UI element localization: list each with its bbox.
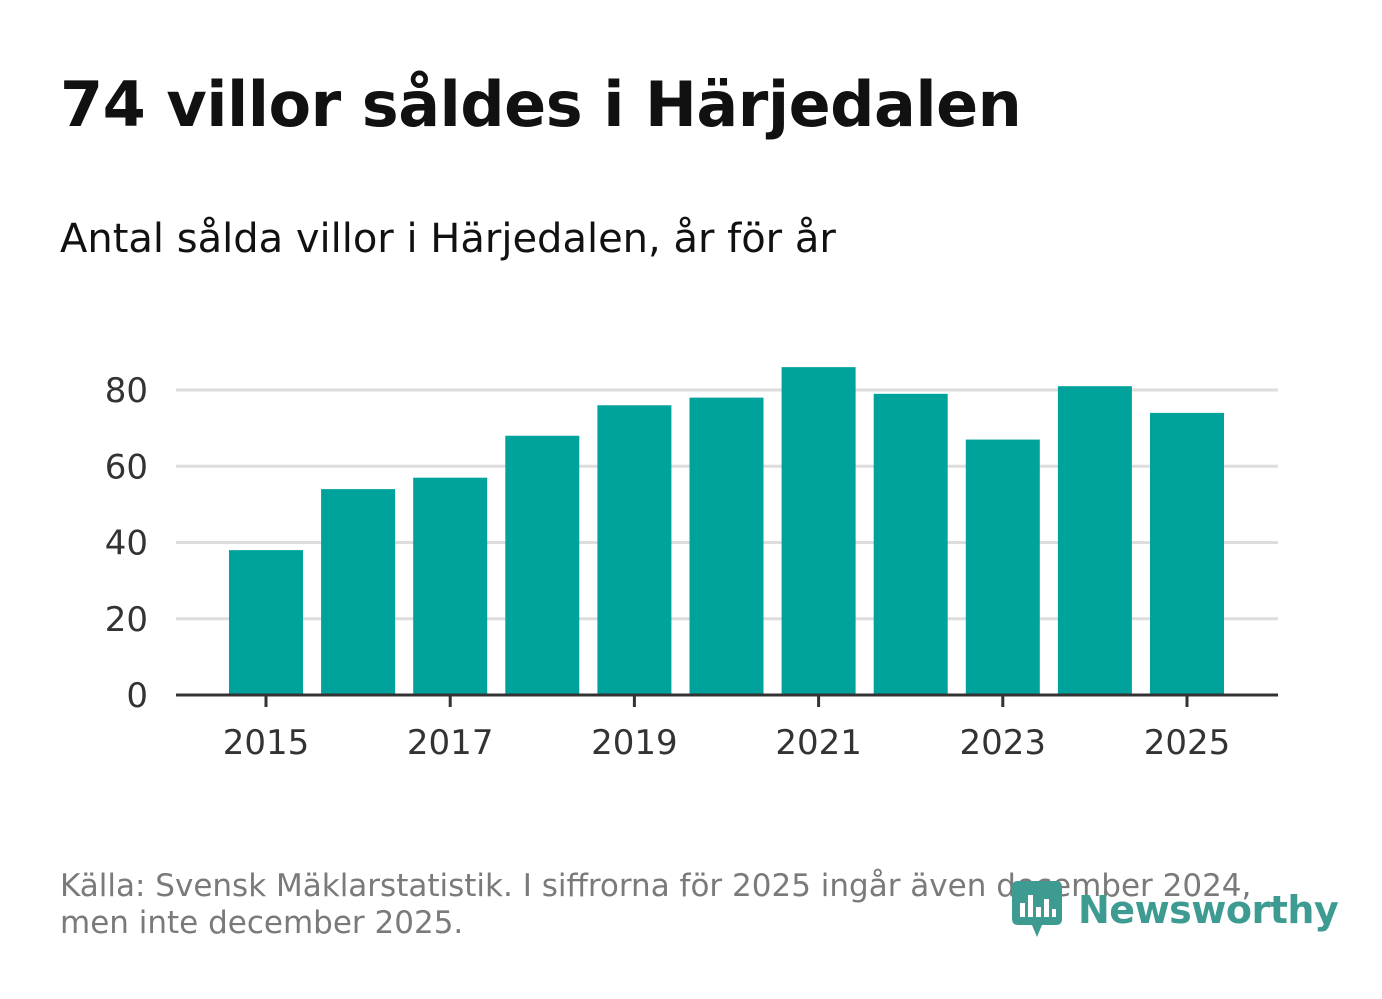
bar-2023 (965, 439, 1040, 695)
bar-2019 (597, 405, 672, 695)
y-tick-label: 80 (105, 371, 148, 411)
bar-2025 (1150, 412, 1224, 695)
x-tick-labels: 2015 2017 2019 2021 2023 2025 (223, 723, 1231, 763)
newsworthy-logo-icon (1012, 881, 1062, 937)
bar-2021 (781, 367, 856, 695)
x-tick-label: 2015 (223, 723, 310, 763)
x-tick-label: 2019 (591, 723, 678, 763)
bar-2016 (321, 489, 396, 695)
bar-2018 (505, 435, 580, 695)
chart-subtitle: Antal sålda villor i Härjedalen, år för … (60, 216, 836, 262)
bar-2024 (1057, 386, 1132, 695)
x-tick-label: 2021 (775, 723, 862, 763)
y-tick-label: 0 (126, 676, 148, 716)
x-tick-label: 2023 (960, 723, 1047, 763)
bar-2022 (873, 393, 948, 695)
y-tick-label: 60 (105, 447, 148, 487)
brand-name: Newsworthy (1078, 888, 1339, 932)
bar-chart: 0 20 40 60 80 2015 2017 2019 2021 2023 2025 (105, 367, 1278, 763)
x-tick-label: 2017 (407, 723, 494, 763)
bar-2017 (413, 477, 488, 695)
y-tick-label: 20 (105, 600, 148, 640)
axes (176, 693, 1278, 707)
bar-2020 (689, 397, 764, 695)
y-tick-label: 40 (105, 524, 148, 564)
bar-2015 (229, 550, 303, 695)
chart-title: 74 villor såldes i Härjedalen (60, 68, 1022, 141)
x-tick-label: 2025 (1144, 723, 1231, 763)
bars (229, 367, 1224, 695)
newsworthy-logo: Newsworthy (1012, 880, 1339, 940)
y-tick-labels: 0 20 40 60 80 (105, 371, 148, 716)
